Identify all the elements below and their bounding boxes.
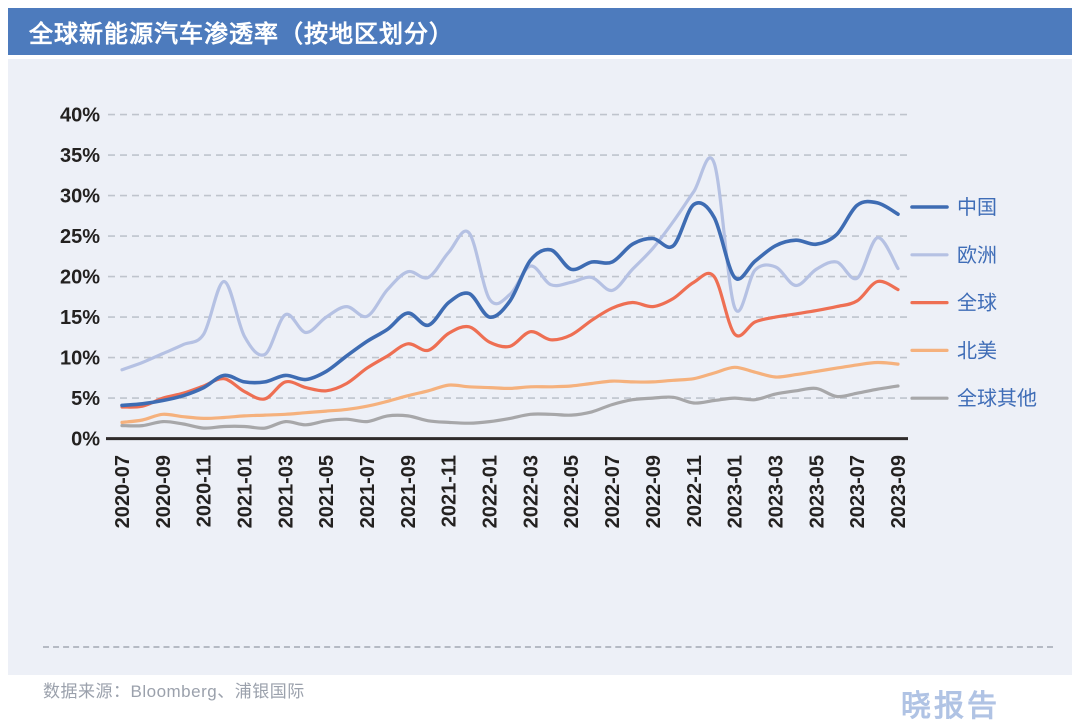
x-tick-label: 2021-01 [235, 455, 257, 528]
legend-label-rest-of-world: 全球其他 [957, 387, 1037, 410]
page-title: 全球新能源汽车渗透率（按地区划分） [29, 21, 454, 48]
x-tick-label: 2022-07 [602, 455, 624, 528]
header-bar: 全球新能源汽车渗透率（按地区划分） [8, 8, 1072, 55]
x-tick-label: 2023-05 [806, 455, 828, 528]
series-line-europe [120, 156, 900, 372]
y-tick-label: 15% [60, 307, 100, 329]
chart-svg: 0% 5% 10% 15% 20% 25% 30% 35% 40% 2020-07 2020-09 2… [60, 105, 1037, 529]
y-tick-label: 25% [60, 226, 100, 248]
x-tick-label: 2022-09 [643, 455, 665, 528]
legend-label-global: 全球 [957, 292, 997, 315]
x-tick-label: 2022-01 [480, 455, 502, 528]
y-tick-label: 5% [71, 388, 100, 410]
x-tick-label: 2021-05 [316, 455, 338, 528]
x-tick-label: 2020-11 [194, 455, 216, 527]
series-line-north-america [120, 360, 900, 424]
x-tick-label: 2021-07 [357, 455, 379, 528]
y-tick-label: 0% [71, 429, 100, 451]
series-line-global [120, 271, 900, 409]
x-tick-label: 2020-07 [112, 455, 134, 528]
legend-label-north-america: 北美 [957, 339, 997, 362]
series-line-china [120, 199, 900, 408]
legend-label-china: 中国 [957, 196, 997, 219]
x-tick-label: 2023-03 [765, 455, 787, 528]
x-tick-label: 2020-09 [153, 455, 175, 528]
y-tick-label: 30% [60, 186, 100, 208]
y-tick-label: 40% [60, 105, 100, 127]
x-tick-label: 2022-11 [684, 455, 706, 527]
x-tick-label: 2021-09 [398, 455, 420, 528]
y-tick-label: 35% [60, 145, 100, 167]
x-tick-label: 2023-01 [725, 455, 747, 528]
data-source-note: 数据来源：Bloomberg、浦银国际 [43, 682, 305, 701]
x-tick-label: 2023-07 [847, 455, 869, 528]
dashed-separator [43, 646, 1053, 648]
x-tick-label: 2021-03 [275, 455, 297, 528]
x-tick-label: 2021-11 [439, 455, 461, 527]
brand-logo: 晓报告 [901, 690, 1000, 723]
series-line-rest-of-world [120, 384, 900, 430]
x-tick-label: 2023-09 [888, 455, 910, 528]
x-tick-label: 2022-05 [561, 455, 583, 528]
chart-panel: 0% 5% 10% 15% 20% 25% 30% 35% 40% 2020-07 2020-09 2… [8, 59, 1072, 723]
x-tick-label: 2022-03 [520, 455, 542, 528]
legend-label-europe: 欧洲 [957, 244, 997, 267]
y-tick-label: 10% [60, 348, 100, 370]
y-tick-label: 20% [60, 267, 100, 289]
